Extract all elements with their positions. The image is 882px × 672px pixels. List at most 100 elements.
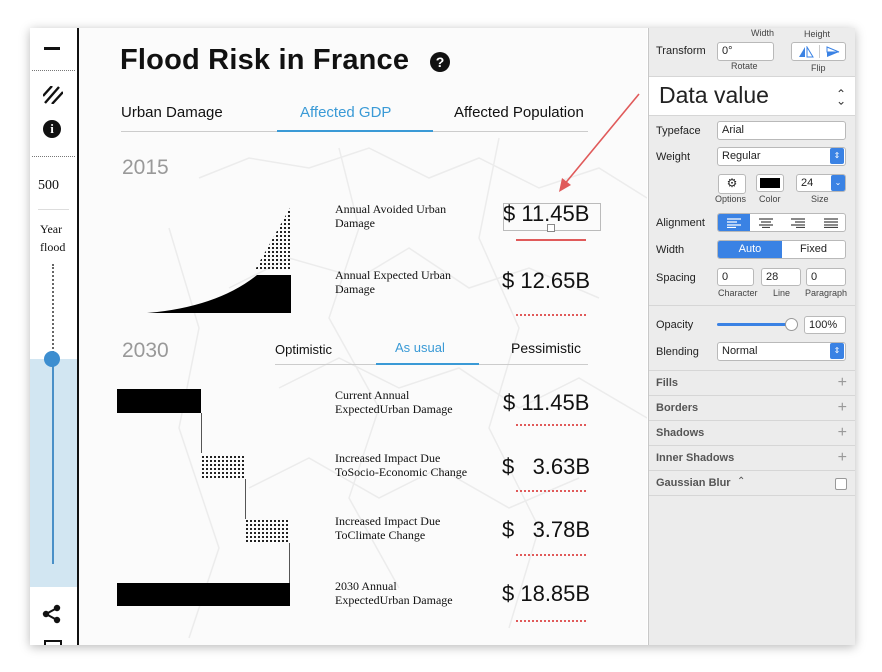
- share-icon[interactable]: [42, 604, 62, 624]
- scenario-as-usual[interactable]: As usual: [395, 340, 445, 355]
- app-window: i 500 Year flood Flood Risk: [30, 28, 855, 645]
- inner-shadows-section[interactable]: Inner Shadows: [656, 452, 735, 464]
- inspector-panel: Width Height Transform 0° Rotate Flip Da…: [648, 28, 855, 645]
- add-shadow-icon[interactable]: +: [837, 424, 847, 441]
- total-2030-bar: [117, 583, 290, 606]
- add-inner-shadow-icon[interactable]: +: [837, 449, 847, 466]
- flood-label: flood: [40, 240, 66, 254]
- flip-control[interactable]: [791, 42, 846, 61]
- current-damage-bar: [117, 389, 201, 413]
- line-spacing-field[interactable]: 28: [761, 268, 801, 286]
- chevron-updown-icon-lower: ⌃: [835, 93, 846, 107]
- selection-handle[interactable]: [547, 224, 555, 232]
- avoided-damage-underline: [516, 239, 586, 241]
- climate-change-value[interactable]: $ 3.78B: [502, 517, 591, 542]
- align-right-icon[interactable]: [791, 218, 805, 228]
- color-swatch[interactable]: [756, 174, 784, 192]
- typeface-field[interactable]: Arial: [717, 121, 846, 140]
- blur-type-chevron-icon[interactable]: ⌃: [737, 476, 746, 487]
- transform-label: Transform: [656, 45, 706, 57]
- tab-urban-damage[interactable]: Urban Damage: [121, 104, 223, 121]
- gaussian-blur-checkbox[interactable]: [835, 478, 847, 490]
- opacity-label: Opacity: [656, 319, 694, 331]
- hatch-pattern-icon[interactable]: [43, 86, 63, 104]
- rotate-caption: Rotate: [731, 61, 758, 71]
- add-fill-icon[interactable]: +: [837, 374, 847, 391]
- shadows-section[interactable]: Shadows: [656, 427, 705, 439]
- divider: [649, 305, 855, 306]
- scenario-optimistic[interactable]: Optimistic: [275, 342, 333, 357]
- opacity-slider-knob[interactable]: [785, 318, 798, 331]
- waterfall-connector: [245, 479, 246, 519]
- gaussian-blur-section[interactable]: Gaussian Blur: [656, 477, 731, 489]
- divider: [649, 76, 855, 77]
- size-caption: Size: [811, 194, 829, 204]
- tab-affected-population[interactable]: Affected Population: [454, 104, 584, 121]
- text-style-name: Data value: [659, 82, 769, 108]
- socio-economic-bar: [201, 455, 245, 479]
- text-style-selector[interactable]: Data value ⌃ ⌃: [649, 77, 855, 115]
- align-center-icon[interactable]: [759, 218, 773, 228]
- weight-select-value: Regular: [722, 150, 761, 162]
- damage-curve-chart: [147, 275, 291, 313]
- divider: [649, 445, 855, 446]
- add-border-icon[interactable]: +: [837, 399, 847, 416]
- paragraph-caption: Paragraph: [805, 288, 848, 298]
- align-justify-icon[interactable]: [824, 218, 838, 228]
- total-2030-underline: [516, 620, 586, 622]
- line-caption: Line: [773, 288, 791, 298]
- alignment-label: Alignment: [656, 217, 705, 229]
- fills-section[interactable]: Fills: [656, 377, 679, 389]
- weight-select[interactable]: Regular ⇕: [717, 147, 846, 166]
- climate-change-bar: [245, 519, 290, 543]
- flip-vertical-icon[interactable]: [825, 46, 841, 58]
- rotate-field[interactable]: 0°: [717, 42, 774, 61]
- active-scenario-indicator: [376, 363, 479, 365]
- blending-label: Blending: [656, 346, 699, 358]
- current-damage-value[interactable]: $ 11.45B: [503, 390, 590, 415]
- font-size-dropdown-icon[interactable]: ⌄: [831, 175, 845, 191]
- color-caption: Color: [759, 194, 781, 204]
- info-icon[interactable]: i: [43, 120, 61, 138]
- socio-economic-label: Increased Impact Due ToSocio-Economic Ch…: [335, 451, 468, 479]
- main-panel: Flood Risk in France ? Urban Damage Affe…: [79, 28, 647, 645]
- year-slider-knob[interactable]: [44, 351, 60, 367]
- width-label: Width: [656, 244, 685, 256]
- opacity-field[interactable]: 100%: [804, 316, 846, 334]
- socio-economic-value[interactable]: $ 3.63B: [502, 454, 591, 479]
- blending-select[interactable]: Normal ⇕: [717, 342, 846, 361]
- year-label: Year: [40, 222, 63, 236]
- flood-year-value: 500: [38, 178, 59, 193]
- paragraph-spacing-field[interactable]: 0: [806, 268, 846, 286]
- waterfall-connector: [289, 543, 290, 583]
- total-2030-value[interactable]: $ 18.85B: [502, 581, 591, 606]
- minus-icon[interactable]: [44, 47, 60, 50]
- waterfall-connector: [201, 413, 202, 453]
- map-background: [168, 137, 647, 639]
- chevron-updown-icon: ⌃: [835, 87, 846, 101]
- select-arrows-icon: ⇕: [830, 343, 844, 359]
- character-caption: Character: [718, 288, 758, 298]
- width-auto-button[interactable]: Auto: [718, 241, 782, 258]
- tab-affected-gdp[interactable]: Affected GDP: [300, 104, 392, 121]
- scenario-pessimistic[interactable]: Pessimistic: [511, 340, 582, 356]
- divider: [32, 70, 75, 71]
- align-left-icon: [727, 218, 741, 228]
- avoided-damage-value[interactable]: $ 11.45B: [503, 201, 590, 226]
- character-spacing-field[interactable]: 0: [717, 268, 754, 286]
- divider: [32, 156, 75, 157]
- flip-caption: Flip: [811, 63, 826, 73]
- borders-section[interactable]: Borders: [656, 402, 699, 414]
- help-icon[interactable]: ?: [430, 52, 450, 72]
- text-options-button[interactable]: ⚙: [718, 174, 746, 194]
- divider: [649, 470, 855, 471]
- climate-change-underline: [516, 554, 586, 556]
- total-2030-label: 2030 Annual ExpectedUrban Damage: [335, 579, 453, 607]
- width-fixed-button[interactable]: Fixed: [800, 243, 827, 255]
- flip-horizontal-icon[interactable]: [798, 46, 814, 58]
- opacity-slider-track[interactable]: [717, 323, 793, 326]
- alignment-segmented: [717, 213, 846, 232]
- expected-damage-value[interactable]: $ 12.65B: [502, 268, 591, 293]
- download-icon[interactable]: [44, 640, 62, 645]
- width-segmented: Auto Fixed: [717, 240, 846, 259]
